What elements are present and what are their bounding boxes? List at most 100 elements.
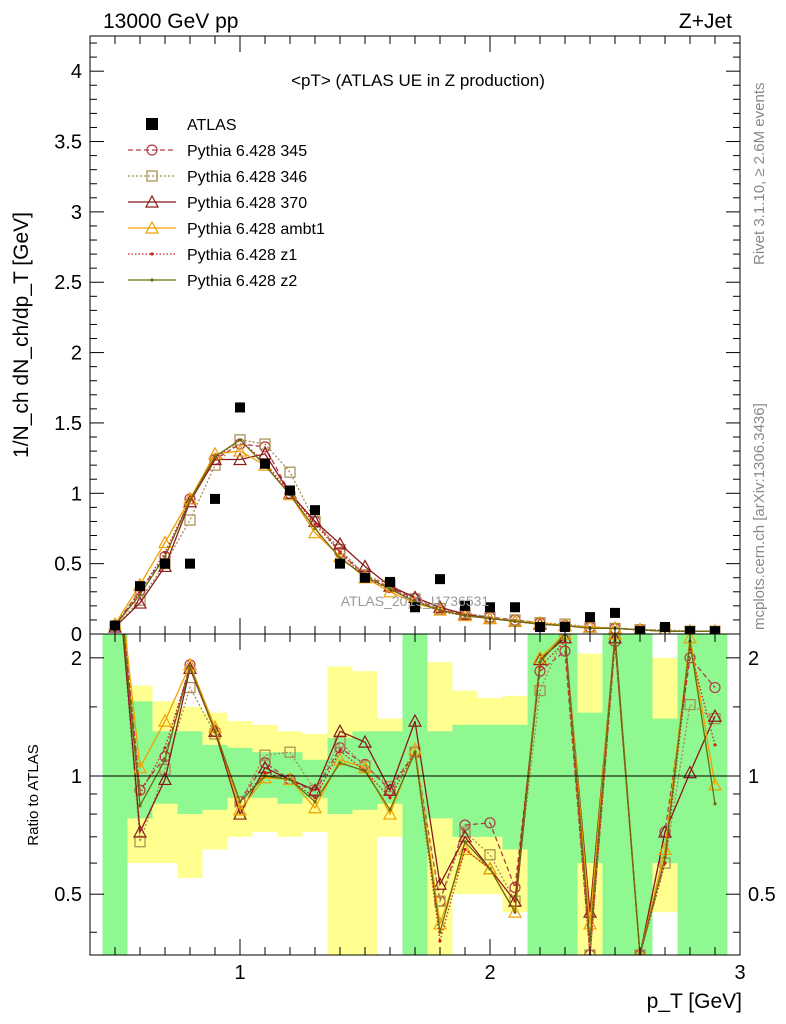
axis-ticks: 0 0.5 1 1.5 2 2.5 3 3.5 4 0.5 0.5 1 1 2 2 1 2 3 bbox=[54, 36, 776, 984]
ratio-band-inner bbox=[477, 724, 503, 837]
main-point-atlas bbox=[510, 602, 520, 613]
ratio-point-z2 bbox=[463, 840, 467, 844]
legend-label-atlas: ATLAS bbox=[187, 117, 237, 134]
main-point-atlas bbox=[335, 558, 345, 569]
main-point-atlas bbox=[235, 402, 245, 413]
ratio-band-inner bbox=[177, 731, 203, 815]
ratio-point-ambt1 bbox=[157, 713, 173, 727]
main-point-p346 bbox=[184, 514, 196, 526]
ratio-y-tick-label-right: 0.5 bbox=[748, 884, 776, 906]
main-point-z2 bbox=[188, 498, 192, 502]
main-point-p370 bbox=[457, 607, 473, 620]
ratio-y-tick-label: 0.5 bbox=[54, 884, 82, 906]
main-y-tick-label: 3 bbox=[71, 202, 82, 224]
ratio-band-inner bbox=[652, 718, 678, 864]
ratio-point-z2 bbox=[663, 855, 667, 860]
ratio-point-ambt1 bbox=[482, 861, 498, 875]
main-point-p370 bbox=[232, 452, 248, 466]
ratio-point-z2 bbox=[313, 800, 317, 804]
ratio-point-z2 bbox=[538, 660, 542, 664]
ratio-series-line-ambt1 bbox=[124, 634, 716, 955]
main-y-tick-label: 4 bbox=[71, 61, 82, 83]
main-point-atlas bbox=[585, 612, 595, 623]
main-point-ambt1 bbox=[182, 491, 198, 505]
main-y-tick-label: 0 bbox=[71, 624, 82, 646]
ratio-point-z2 bbox=[588, 939, 592, 943]
main-point-atlas bbox=[110, 620, 120, 631]
ratio-point-p346 bbox=[234, 796, 246, 808]
main-point-p370 bbox=[132, 595, 148, 609]
ratio-band-outer bbox=[352, 671, 378, 955]
ratio-point-ambt1 bbox=[232, 802, 248, 816]
ratio-point-z1 bbox=[388, 796, 392, 800]
ratio-point-p370 bbox=[182, 661, 198, 674]
main-point-atlas bbox=[360, 572, 370, 583]
legend-label-z2: Pythia 6.428 z2 bbox=[187, 273, 297, 290]
ratio-point-p370 bbox=[232, 806, 248, 820]
ratio-point-p346 bbox=[534, 685, 546, 697]
ratio-point-ambt1 bbox=[507, 904, 523, 918]
ratio-point-z2 bbox=[513, 910, 517, 914]
ratio-band-inner bbox=[402, 634, 428, 955]
ratio-point-p346 bbox=[259, 749, 271, 761]
main-y-tick-label: 2.5 bbox=[54, 272, 82, 294]
ratio-band-inner bbox=[552, 634, 578, 955]
ratio-uncertainty-bands bbox=[102, 634, 728, 955]
ratio-band-inner bbox=[227, 747, 253, 798]
main-point-atlas bbox=[160, 558, 170, 569]
ratio-y-tick-label-right: 2 bbox=[748, 648, 759, 670]
main-point-z2 bbox=[138, 593, 142, 597]
main-point-p370 bbox=[182, 494, 198, 508]
main-point-atlas bbox=[285, 485, 295, 496]
ratio-point-p370 bbox=[707, 708, 723, 722]
main-point-z1 bbox=[338, 550, 342, 554]
legend-label-ambt1: Pythia 6.428 ambt1 bbox=[187, 221, 325, 238]
ratio-point-ambt1 bbox=[332, 752, 348, 766]
ratio-point-z2 bbox=[413, 750, 417, 754]
ratio-point-p370 bbox=[207, 724, 223, 737]
ratio-point-z2 bbox=[713, 802, 717, 806]
ratio-point-p346 bbox=[684, 699, 696, 711]
main-point-z2 bbox=[463, 614, 467, 618]
legend-label-p345: Pythia 6.428 345 bbox=[187, 143, 307, 160]
ratio-point-z1 bbox=[463, 847, 467, 852]
main-point-p370 bbox=[332, 536, 348, 550]
ratio-point-p346 bbox=[284, 746, 296, 758]
ratio-point-p370 bbox=[307, 782, 323, 796]
legend-entry-p345: Pythia 6.428 345 bbox=[128, 143, 307, 160]
main-point-z1 bbox=[163, 550, 167, 554]
main-y-tick-label: 3.5 bbox=[54, 132, 82, 154]
ratio-point-ambt1 bbox=[257, 770, 273, 784]
ratio-point-p370 bbox=[132, 824, 148, 838]
main-title: <pT> (ATLAS UE in Z production) bbox=[291, 71, 545, 90]
data-series bbox=[90, 402, 740, 955]
ratio-y-axis-label: Ratio to ATLAS bbox=[25, 744, 42, 845]
ratio-point-z2 bbox=[438, 930, 442, 934]
legend-label-p370: Pythia 6.428 370 bbox=[187, 195, 307, 212]
ratio-band-inner bbox=[602, 634, 628, 955]
main-point-atlas bbox=[385, 576, 395, 587]
main-point-atlas bbox=[210, 493, 220, 504]
ratio-point-z1 bbox=[338, 749, 342, 753]
ratio-point-p370 bbox=[682, 765, 698, 779]
main-y-axis-label: 1/N_ch dN_ch/dp_T [GeV] bbox=[10, 212, 33, 458]
main-point-p346 bbox=[284, 466, 296, 478]
legend: ATLAS Pythia 6.428 345 Pythia 6.428 346 Pyt… bbox=[128, 117, 325, 290]
header-right: Z+Jet bbox=[679, 10, 732, 33]
ratio-y-tick-label-right: 1 bbox=[748, 766, 759, 788]
ratio-point-z1 bbox=[263, 771, 267, 775]
main-point-ambt1 bbox=[232, 443, 248, 457]
ratio-point-p345 bbox=[709, 681, 721, 694]
ratio-point-p345 bbox=[509, 881, 521, 894]
ratio-point-z1 bbox=[313, 796, 317, 800]
main-point-atlas bbox=[610, 607, 620, 618]
ratio-band-inner bbox=[627, 634, 653, 955]
main-point-z2 bbox=[163, 555, 167, 559]
legend-entry-p346: Pythia 6.428 346 bbox=[128, 169, 307, 186]
ratio-y-tick-label: 1 bbox=[71, 766, 82, 788]
ratio-band-inner bbox=[102, 634, 128, 955]
mcplots-label: mcplots.cern.ch [arXiv:1306.3436] bbox=[751, 403, 768, 630]
ratio-point-p370 bbox=[382, 782, 398, 796]
ratio-y-tick-label: 2 bbox=[71, 648, 82, 670]
